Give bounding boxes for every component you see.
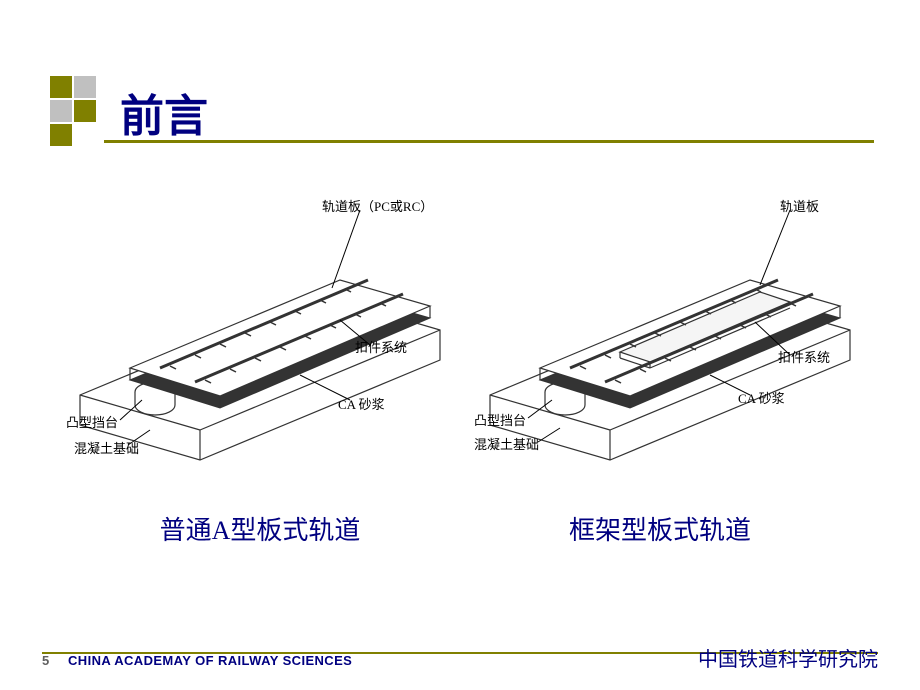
label-mortar: CA 砂浆 bbox=[338, 394, 385, 413]
decor-sq bbox=[50, 124, 72, 146]
label-foundation: 混凝土基础 bbox=[474, 434, 539, 453]
label-track-plate: 轨道板 bbox=[780, 196, 819, 215]
label-boss: 凸型挡台 bbox=[474, 410, 526, 429]
decor-sq bbox=[50, 76, 72, 98]
label-track-plate: 轨道板（PC或RC） bbox=[322, 196, 433, 215]
decor-sq bbox=[74, 100, 96, 122]
diagram-row: 轨道板（PC或RC） 扣件系统 CA 砂浆 凸型挡台 混凝土基础 bbox=[60, 190, 860, 480]
footer-org-chinese: 中国铁道科学研究院 bbox=[698, 643, 878, 672]
caption-right: 框架型板式轨道 bbox=[460, 510, 860, 547]
title-decor-squares bbox=[50, 76, 106, 172]
diagram-captions: 普通A型板式轨道 框架型板式轨道 bbox=[60, 510, 860, 547]
label-fastener: 扣件系统 bbox=[355, 337, 407, 356]
title-underline bbox=[104, 140, 874, 143]
label-fastener: 扣件系统 bbox=[778, 347, 830, 366]
page-title: 前言 bbox=[120, 80, 208, 144]
footer-org-english: CHINA ACADEMAY OF RAILWAY SCIENCES bbox=[68, 653, 352, 668]
page-number: 5 bbox=[42, 653, 49, 668]
caption-left: 普通A型板式轨道 bbox=[60, 510, 460, 547]
diagram-right: 轨道板 扣件系统 CA 砂浆 凸型挡台 混凝土基础 bbox=[470, 190, 860, 480]
label-foundation: 混凝土基础 bbox=[74, 438, 139, 457]
label-mortar: CA 砂浆 bbox=[738, 388, 785, 407]
diagram-left: 轨道板（PC或RC） 扣件系统 CA 砂浆 凸型挡台 混凝土基础 bbox=[60, 190, 450, 480]
decor-sq bbox=[74, 76, 96, 98]
label-boss: 凸型挡台 bbox=[66, 412, 118, 431]
decor-sq bbox=[50, 100, 72, 122]
